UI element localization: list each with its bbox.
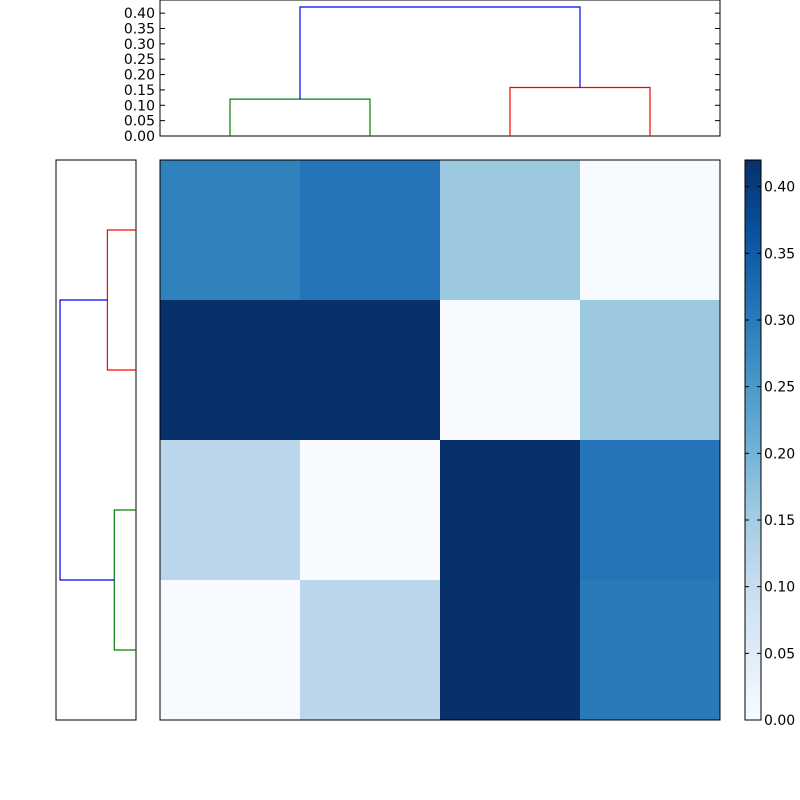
top-dendrogram-link — [229, 98, 371, 136]
colorbar-tick-label: 0.15 — [764, 513, 795, 529]
top-dendrogram-ytick-label: 0.40 — [124, 6, 155, 22]
left-dendrogram-link — [59, 299, 115, 581]
heatmap-cell — [440, 440, 580, 580]
colorbar-tick-label: 0.25 — [764, 380, 795, 396]
heatmap-cell — [160, 300, 300, 440]
colorbar-tick-label: 0.20 — [764, 446, 795, 462]
heatmap-cell — [440, 580, 580, 720]
top-dendrogram-ytick-label: 0.00 — [124, 129, 155, 145]
heatmap-cell — [580, 440, 720, 580]
heatmap-cell — [580, 160, 720, 300]
colorbar-tick-label: 0.10 — [764, 580, 795, 596]
heatmap-cell — [300, 300, 440, 440]
colorbar-tick-label: 0.40 — [764, 180, 795, 196]
colorbar-tick-label: 0.05 — [764, 646, 795, 662]
top-dendrogram-ytick-label: 0.20 — [124, 68, 155, 84]
top-dendrogram-ytick-label: 0.25 — [124, 52, 155, 68]
heatmap-cell — [440, 160, 580, 300]
top-dendrogram-link — [509, 86, 651, 136]
heatmap-cell — [300, 440, 440, 580]
colorbar: 0.00 0.05 0.10 0.15 0.20 0.25 0.30 0.35 0.40 — [744, 159, 795, 729]
heatmap-cell — [440, 300, 580, 440]
colorbar-tick-label: 0.35 — [764, 246, 795, 262]
heatmap-cell — [580, 300, 720, 440]
left-dendrogram-frame — [55, 159, 137, 721]
top-dendrogram-ytick-label: 0.30 — [124, 37, 155, 53]
heatmap-cell — [160, 440, 300, 580]
colorbar-tick-label: 0.30 — [764, 313, 795, 329]
heatmap-cell — [300, 580, 440, 720]
colorbar-gradient — [744, 159, 762, 721]
left-dendrogram-link — [106, 229, 136, 371]
heatmap-frame — [159, 159, 721, 721]
heatmap-cell — [580, 580, 720, 720]
heatmap — [159, 159, 721, 721]
top-dendrogram-frame — [159, 0, 721, 137]
top-dendrogram-ytick-label: 0.05 — [124, 114, 155, 130]
left-dendrogram — [55, 159, 137, 721]
top-dendrogram-ytick-label: 0.15 — [124, 83, 155, 99]
heatmap-cell — [160, 160, 300, 300]
left-dendrogram-link — [113, 509, 136, 651]
heatmap-cell — [160, 580, 300, 720]
top-dendrogram: 0.000.050.100.150.200.250.300.350.40 — [124, 0, 721, 145]
top-dendrogram-link — [299, 6, 581, 100]
top-dendrogram-ytick-label: 0.10 — [124, 98, 155, 114]
colorbar-tick-label: 0.00 — [764, 713, 795, 729]
heatmap-cell — [300, 160, 440, 300]
top-dendrogram-ytick-label: 0.35 — [124, 22, 155, 38]
